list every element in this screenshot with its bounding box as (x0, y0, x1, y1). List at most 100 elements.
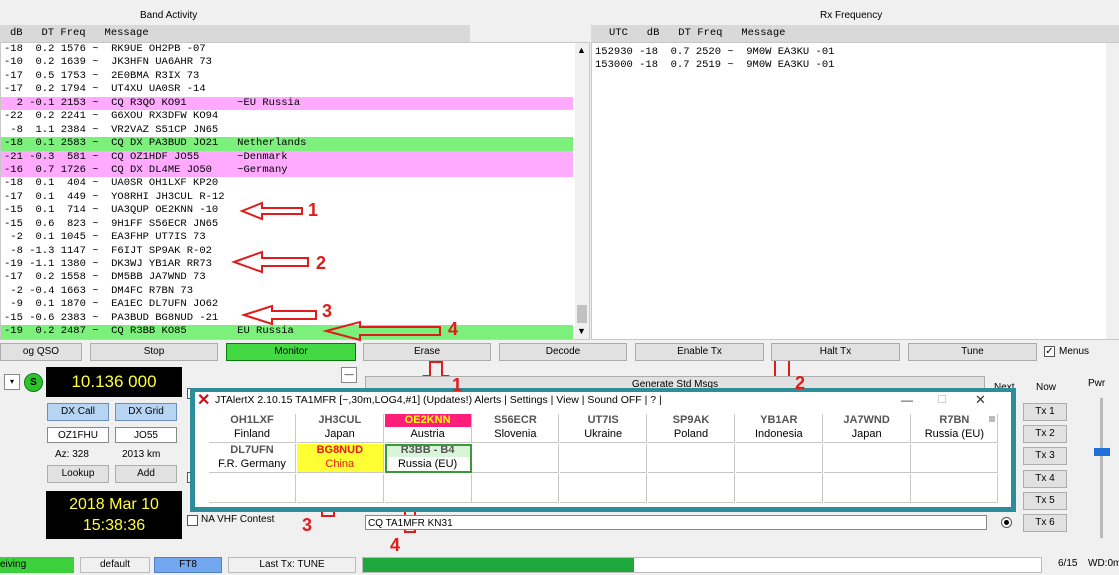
callsign-cell[interactable]: OH1LXF Finland (209, 414, 296, 443)
callsign-cell[interactable] (735, 444, 823, 473)
callout-4: 4 (448, 319, 459, 339)
callsign-cell[interactable] (823, 444, 911, 473)
band-activity-panel[interactable]: -18 0.2 1576 ~ RK9UE OH2PB -07 -10 0.2 16… (0, 42, 590, 340)
callsign-cell[interactable] (296, 474, 384, 503)
callsign-cell[interactable]: JH3CUL Japan (296, 414, 384, 443)
callsign-cell[interactable] (472, 444, 560, 473)
na-vhf-checkbox[interactable] (187, 515, 198, 526)
band-activity-row[interactable]: -18 0.2 1576 ~ RK9UE OH2PB -07 (1, 43, 573, 57)
callsign-cell[interactable]: YB1AR Indonesia (735, 414, 823, 443)
tx6-button[interactable]: Tx 6 (1023, 514, 1067, 532)
callsign-label: DL7UFN (230, 444, 274, 456)
decode-button[interactable]: Decode (499, 343, 627, 361)
callsign-cell[interactable] (648, 444, 735, 473)
callsign-cell[interactable] (472, 474, 560, 503)
callsign-cell[interactable]: BG8NUD China (296, 444, 384, 473)
power-slider-thumb[interactable] (1094, 448, 1110, 456)
next-label: Next (994, 382, 1015, 393)
arrow-1-icon (239, 201, 303, 221)
tx5-button[interactable]: Tx 5 (1023, 492, 1067, 510)
tx1-button[interactable]: Tx 1 (1023, 403, 1067, 421)
callsign-cell[interactable] (560, 444, 648, 473)
band-activity-row[interactable]: -8 -1.3 1147 ~ F6IJT SP9AK R-02 (1, 244, 573, 258)
dx-call-button[interactable]: DX Call (47, 403, 109, 421)
tx-even-dropdown[interactable]: — (341, 367, 357, 383)
band-activity-row[interactable]: -17 0.2 1794 ~ UT4XU UA0SR -14 (1, 83, 573, 97)
callsign-cell[interactable] (735, 474, 823, 503)
minimize-icon[interactable]: — (901, 393, 913, 407)
band-select-dropdown[interactable]: ▾ (4, 374, 20, 390)
band-activity-list[interactable]: -18 0.2 1576 ~ RK9UE OH2PB -07 -10 0.2 16… (1, 43, 589, 339)
callsign-cell[interactable]: SP9AK Poland (648, 414, 735, 443)
band-activity-row[interactable]: -15 0.6 823 ~ 9H1FF S56ECR JN65 (1, 217, 573, 232)
band-activity-row[interactable]: 2 -0.1 2153 ~ CQ R3QO KO91 ~EU Russia (1, 96, 573, 111)
callsign-cell[interactable] (911, 474, 999, 503)
maximize-icon[interactable]: ☐ (937, 394, 947, 406)
band-activity-row[interactable]: -10 0.2 1639 ~ JK3HFN UA6AHR 73 (1, 56, 573, 70)
country-label: China (296, 457, 383, 472)
close-icon[interactable]: ✕ (975, 392, 986, 407)
monitor-button[interactable]: Monitor (226, 343, 356, 361)
band-activity-row[interactable]: -17 0.2 1558 ~ DM5BB JA7WND 73 (1, 271, 573, 285)
band-activity-row[interactable]: -19 -1.1 1380 ~ DK3WJ YB1AR RR73 (1, 258, 573, 272)
callsign-cell[interactable] (209, 474, 296, 503)
dial-frequency-display[interactable]: 10.136 000 (46, 367, 182, 397)
country-label: Russia (EU) (397, 458, 458, 470)
period-counter: 6/15 (1058, 558, 1078, 569)
callsign-cell[interactable] (648, 474, 735, 503)
band-activity-row[interactable]: -21 -0.3 581 ~ CQ OZ1HDF JO55 ~Denmark (1, 150, 573, 164)
stop-button[interactable]: Stop (90, 343, 218, 361)
tx2-button[interactable]: Tx 2 (1023, 425, 1067, 443)
band-activity-row[interactable]: -2 0.1 1045 ~ EA3FHP UT7IS 73 (1, 231, 573, 245)
log-qso-button[interactable]: og QSO (0, 343, 82, 361)
callsign-cell[interactable]: OE2KNN Austria (384, 414, 472, 443)
band-activity-row[interactable]: -18 0.1 404 ~ UA0SR OH1LXF KP20 (1, 177, 573, 191)
dx-grid-input[interactable]: JO55 (115, 427, 177, 443)
band-activity-row[interactable]: -18 0.1 2583 ~ CQ DX PA3BUD JO21 Netherl… (1, 137, 573, 151)
tune-button[interactable]: Tune (908, 343, 1037, 361)
callsign-cell[interactable]: JA7WND Japan (823, 414, 911, 443)
band-activity-row[interactable]: -15 0.1 714 ~ UA3QUP OE2KNN -10 (1, 204, 573, 218)
band-activity-scrollbar[interactable]: ▲ ▼ (575, 43, 589, 339)
country-label (648, 487, 734, 502)
callsign-cell[interactable]: S56ECR Slovenia (472, 414, 560, 443)
callsign-cell[interactable] (384, 474, 472, 503)
menus-checkbox[interactable]: ✓ (1044, 346, 1055, 357)
scroll-down-icon[interactable]: ▼ (577, 326, 586, 336)
enable-tx-button[interactable]: Enable Tx (635, 343, 764, 361)
rx-frequency-row[interactable]: 153000 -18 0.7 2519 ~ 9M0W EA3KU -01 (595, 59, 835, 72)
dx-grid-button[interactable]: DX Grid (115, 403, 177, 421)
band-activity-row[interactable]: -9 0.1 1870 ~ EA1EC DL7UFN JO62 (1, 298, 573, 312)
callsign-cell[interactable] (560, 474, 648, 503)
callsign-cell[interactable]: UT7IS Ukraine (560, 414, 648, 443)
tx6-radio[interactable] (1001, 517, 1012, 528)
callsign-cell[interactable]: DL7UFN F.R. Germany (209, 444, 296, 473)
callsign-cell[interactable] (823, 474, 911, 503)
tx4-button[interactable]: Tx 4 (1023, 470, 1067, 488)
halt-tx-button[interactable]: Halt Tx (771, 343, 900, 361)
rx-frequency-row[interactable]: 152930 -18 0.7 2520 ~ 9M0W EA3KU -01 (595, 46, 835, 58)
jtalert-window[interactable]: ✕ JTAlertX 2.10.15 TA1MFR [~,30m,LOG4,#1… (190, 388, 1016, 512)
add-button[interactable]: Add (115, 465, 177, 483)
callsign-cell[interactable] (911, 444, 999, 473)
callsign-cell[interactable]: R3BB - B4 Russia (EU) (384, 444, 472, 473)
band-activity-row[interactable]: -17 0.1 449 ~ YO8RHI JH3CUL R-12 (1, 190, 573, 205)
power-slider-track[interactable] (1100, 398, 1103, 538)
tx6-message-input[interactable]: CQ TA1MFR KN31 (365, 515, 987, 530)
grid-scroll-handle[interactable] (989, 416, 995, 422)
tx3-button[interactable]: Tx 3 (1023, 447, 1067, 465)
callout-alert-1: 1 (452, 375, 463, 395)
rx-frequency-scrollbar[interactable] (1106, 43, 1119, 339)
band-activity-row[interactable]: -17 0.5 1753 ~ 2E0BMA R3IX 73 (1, 69, 573, 84)
band-activity-row[interactable]: -2 -0.4 1663 ~ DM4FC R7BN 73 (1, 284, 573, 299)
scroll-up-icon[interactable]: ▲ (577, 45, 586, 55)
scroll-thumb[interactable] (577, 305, 587, 323)
rx-frequency-panel[interactable]: 152930 -18 0.7 2520 ~ 9M0W EA3KU -01 1530… (591, 42, 1119, 340)
band-activity-row[interactable]: -8 1.1 2384 ~ VR2VAZ S51CP JN65 (1, 123, 573, 138)
band-activity-row[interactable]: -22 0.2 2241 ~ G6XOU RX3DFW KO94 (1, 110, 573, 124)
callsign-cell[interactable]: R7BN Russia (EU) (911, 414, 999, 443)
lookup-button[interactable]: Lookup (47, 465, 109, 483)
dx-call-input[interactable]: OZ1FHU (47, 427, 109, 443)
erase-button[interactable]: Erase (363, 343, 491, 361)
band-activity-row[interactable]: -16 0.7 1726 ~ CQ DX DL4ME JO50 ~Germany (1, 163, 573, 178)
